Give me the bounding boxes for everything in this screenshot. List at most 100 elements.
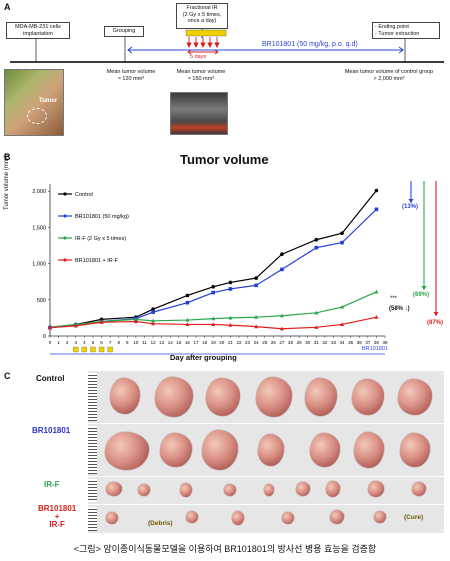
implantation-line1: MDA-MB-231 cells bbox=[15, 24, 61, 30]
x-tick-label: 13 bbox=[159, 340, 165, 345]
x-tick-label: 34 bbox=[340, 340, 346, 345]
series-3-point bbox=[279, 326, 284, 331]
figure-caption: <그림> 암이종이식동물모델을 이용하여 BR101801의 방사선 병용 효능… bbox=[73, 544, 377, 554]
series-2-point bbox=[374, 289, 379, 294]
x-tick-label: 22 bbox=[236, 340, 242, 345]
five-days-label: 5 days bbox=[190, 54, 207, 60]
tumor-br-3 bbox=[202, 430, 238, 470]
y-tick-label: 1,000 bbox=[32, 262, 46, 268]
x-tick-label: 30 bbox=[305, 340, 311, 345]
tumor-combo-4 bbox=[282, 512, 294, 524]
tumor-br-5 bbox=[310, 433, 340, 467]
series-0-point bbox=[151, 307, 155, 312]
pct-green: (69%) bbox=[413, 292, 430, 298]
legend-marker-1 bbox=[63, 214, 67, 218]
chart-title: Tumor volume bbox=[180, 152, 269, 167]
x-tick-label: 6 bbox=[100, 340, 103, 345]
mean-vol-3: Mean tumor volume of control group > 2,0… bbox=[330, 69, 448, 82]
series-3-point bbox=[340, 322, 345, 327]
legend-marker-3 bbox=[63, 258, 67, 262]
ir-line2: (2 Gy x 5 times, bbox=[182, 11, 222, 18]
timeline-svg bbox=[10, 29, 444, 63]
series-1-point bbox=[280, 267, 284, 272]
panel-a-letter: A bbox=[4, 2, 11, 12]
tumor-combo-5 bbox=[330, 510, 344, 524]
series-1-point bbox=[228, 287, 233, 291]
row-label-br-text: BR101801 bbox=[32, 426, 71, 435]
legend-label-0: Control bbox=[75, 192, 93, 198]
tumor-combo-2 bbox=[186, 511, 198, 523]
ruler-control bbox=[88, 373, 97, 421]
x-tick-label: 18 bbox=[202, 340, 208, 345]
series-3-point bbox=[133, 319, 138, 324]
ir-day-marker bbox=[73, 346, 79, 353]
series-0-point bbox=[340, 231, 344, 236]
series-3-point bbox=[185, 322, 190, 327]
x-axis-label: Day after grouping bbox=[170, 353, 237, 362]
tumor-irf-7 bbox=[326, 481, 340, 497]
tumor-irf-3 bbox=[180, 483, 192, 497]
vol2-line1: Mean tumor volume bbox=[176, 69, 226, 75]
x-tick-label: 8 bbox=[117, 340, 120, 345]
implantation-line2: implantation bbox=[23, 30, 53, 37]
vol1-line1: Mean tumor volume bbox=[106, 69, 156, 75]
ir-day-marker bbox=[107, 346, 113, 353]
series-2-point bbox=[185, 317, 190, 322]
tumor-label: Tumor bbox=[39, 98, 58, 104]
tumor-control-2 bbox=[155, 377, 193, 417]
series-1-point bbox=[314, 245, 319, 250]
series-2-point bbox=[340, 304, 345, 309]
x-tick-label: 23 bbox=[245, 340, 251, 345]
ending-box: - Ending point - Tumor extraction bbox=[372, 22, 440, 39]
panel-b-letter: B bbox=[4, 152, 11, 162]
x-tick-label: 20 bbox=[219, 340, 225, 345]
tumor-irf-1 bbox=[106, 482, 122, 496]
tumor-combo-3 bbox=[232, 511, 244, 525]
tumor-br-4 bbox=[258, 434, 284, 466]
row-label-combo: BR101801 + IR-F bbox=[38, 504, 77, 529]
arrow-red-head bbox=[433, 312, 439, 316]
legend-marker-0 bbox=[63, 192, 67, 196]
fractional-ir-box: Fractional IR (2 Gy x 5 times, once a da… bbox=[176, 3, 228, 29]
implantation-box: MDA-MB-231 cells implantation bbox=[6, 22, 70, 39]
row-label-irf-text: IR-F bbox=[44, 480, 60, 489]
series-2-point bbox=[254, 314, 259, 319]
ir-line3: once a day) bbox=[187, 18, 217, 24]
tumor-irf-9 bbox=[412, 482, 426, 496]
series-2-point bbox=[211, 316, 216, 321]
ir-day-marker bbox=[90, 346, 96, 353]
y-tick-label: 0 bbox=[43, 334, 46, 340]
ir-markers bbox=[185, 29, 227, 49]
tumor-control-1 bbox=[110, 378, 140, 414]
x-tick-label: 3 bbox=[75, 340, 78, 345]
row-label-br: BR101801 bbox=[32, 426, 70, 435]
legend-label-3: BR101801 + IR-F bbox=[75, 258, 119, 264]
series-3-point bbox=[374, 314, 379, 319]
x-tick-label: 32 bbox=[322, 340, 328, 345]
x-tick-label: 12 bbox=[151, 340, 157, 345]
tumor-control-4 bbox=[256, 377, 292, 417]
y-axis-label-text: Tumor volume (mm³) bbox=[4, 154, 10, 210]
series-3-point bbox=[99, 320, 104, 324]
vol1-line2: ≈ 120 mm³ bbox=[117, 75, 145, 82]
tumor-combo-1 bbox=[106, 512, 118, 524]
x-tick-label: 39 bbox=[382, 340, 388, 345]
legend-label-1: BR101801 (50 mg/kg) bbox=[75, 214, 129, 220]
tumor-control-5 bbox=[305, 378, 337, 416]
mean-vol-2: Mean tumor volume ≈ 150 mm³ bbox=[166, 69, 236, 82]
series-1-point bbox=[185, 300, 190, 305]
x-tick-label: 33 bbox=[331, 340, 337, 345]
tumor-irf-8 bbox=[368, 481, 384, 497]
series-0-point bbox=[254, 276, 258, 280]
tumor-control-3 bbox=[206, 378, 240, 416]
series-0-point bbox=[280, 252, 284, 257]
series-0-point bbox=[228, 280, 233, 285]
row-label-control-text: Control bbox=[36, 374, 65, 383]
series-3-point bbox=[48, 325, 52, 330]
series-2-point bbox=[228, 315, 233, 320]
x-tick-label: 38 bbox=[374, 340, 380, 345]
x-tick-label: 2 bbox=[66, 340, 69, 345]
tumor-combo-6 bbox=[374, 511, 386, 523]
x-tick-label: 0 bbox=[49, 340, 52, 345]
treatment-label: BR101801 (50 mg/kg, p.o. q.d) bbox=[262, 41, 358, 48]
